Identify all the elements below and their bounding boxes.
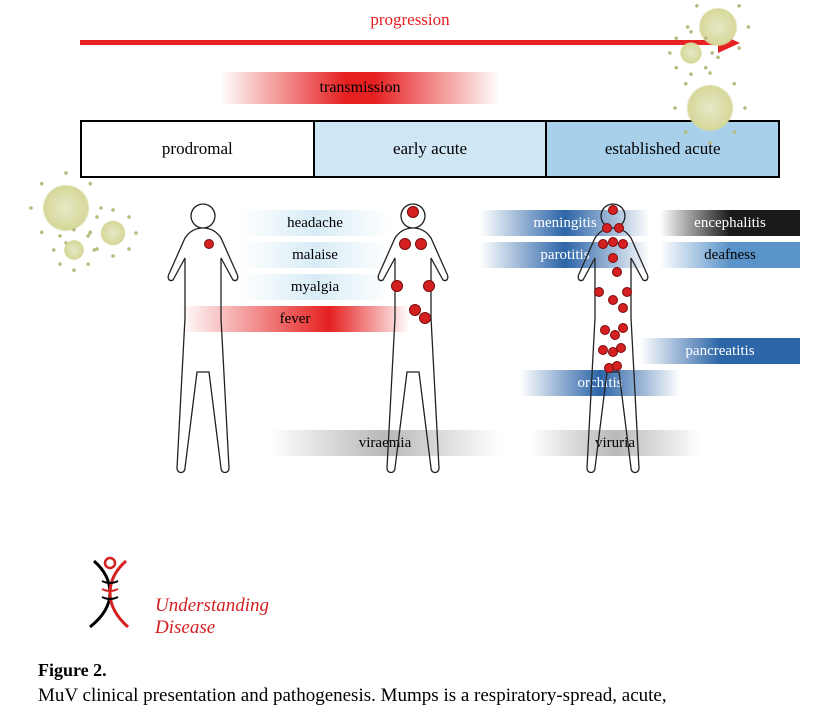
band-orchitis: orchitis <box>520 370 680 396</box>
symptom-bands: headachemalaisemyalgiafevermeningitisenc… <box>80 200 780 490</box>
progression-label: progression <box>80 10 740 30</box>
virus-icon <box>98 218 128 248</box>
band-myalgia: myalgia <box>240 274 390 300</box>
band-viruria: viruria <box>530 430 700 456</box>
virus-icon <box>62 238 86 262</box>
band-fever: fever <box>180 306 410 332</box>
figure-caption: Figure 2. MuV clinical presentation and … <box>38 660 778 707</box>
logo-icon <box>80 555 145 630</box>
figure-number: Figure 2. <box>38 660 778 681</box>
band-deafness: deafness <box>660 242 800 268</box>
diagram-root: progression transmission prodromal early… <box>80 10 780 540</box>
band-encephalitis: encephalitis <box>660 210 800 236</box>
caption-line: MuV clinical presentation and pathogenes… <box>38 685 778 707</box>
virus-icon <box>678 40 704 66</box>
band-pancreatitis: pancreatitis <box>640 338 800 364</box>
band-headache: headache <box>240 210 390 236</box>
band-viraemia: viraemia <box>270 430 500 456</box>
band-malaise: malaise <box>240 242 390 268</box>
logo-text: Understanding Disease <box>155 595 269 639</box>
band-meningitis: meningitis <box>480 210 650 236</box>
phase-prodromal: prodromal <box>82 122 315 176</box>
progression-arrow <box>80 36 740 50</box>
band-parotitis: parotitis <box>480 242 650 268</box>
transmission-bar: transmission <box>220 72 500 104</box>
virus-icon <box>682 80 738 136</box>
phase-early-acute: early acute <box>315 122 548 176</box>
logo: Understanding Disease <box>80 555 145 635</box>
